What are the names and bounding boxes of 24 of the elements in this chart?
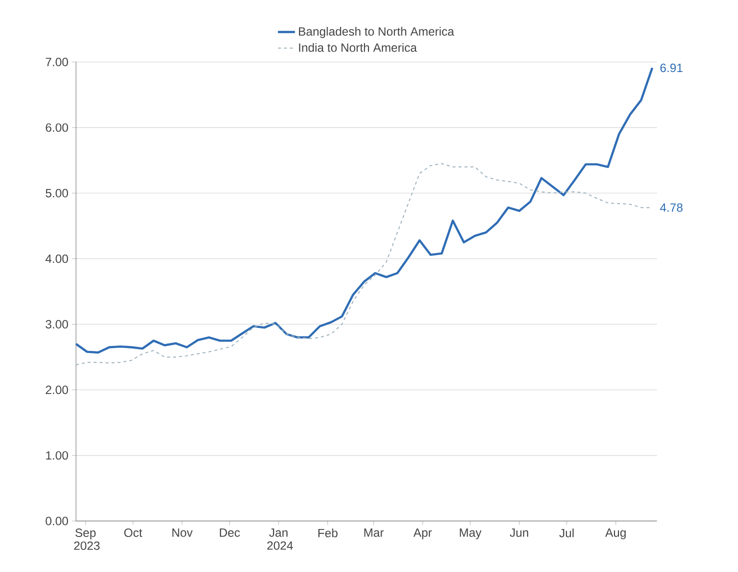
y-tick-label: 5.00 [46, 188, 68, 198]
legend-label: Bangladesh to North America [299, 26, 454, 38]
legend-label: India to North America [299, 43, 417, 52]
x-tick-label: Feb [318, 528, 338, 538]
x-tick-label: Jun [510, 528, 528, 537]
x-tick-label: Aug [605, 528, 626, 540]
x-tick-label: Nov [172, 528, 193, 537]
x-tick-label: Oct [124, 528, 142, 537]
y-tick-label: 1.00 [46, 451, 68, 460]
x-tick-label: Jan 2024 [267, 528, 293, 550]
x-tick-label: Mar [364, 528, 384, 537]
y-tick-label: 6.00 [46, 123, 68, 132]
y-tick-label: 0.00 [46, 516, 68, 526]
y-tick-label: 7.00 [46, 58, 68, 66]
y-tick-label: 2.00 [46, 386, 68, 394]
x-tick-label: Dec [220, 528, 240, 537]
x-tick-label: Jul [559, 528, 574, 538]
x-tick-label: May [460, 528, 482, 540]
annotation: 6.91 [660, 64, 682, 72]
y-tick-label: 4.00 [46, 254, 68, 263]
y-tick-label: 3.00 [46, 320, 68, 329]
x-tick-label: Apr [413, 528, 432, 540]
annotation: 4.78 [660, 203, 683, 212]
x-tick-label: Sep 2023 [74, 528, 100, 550]
